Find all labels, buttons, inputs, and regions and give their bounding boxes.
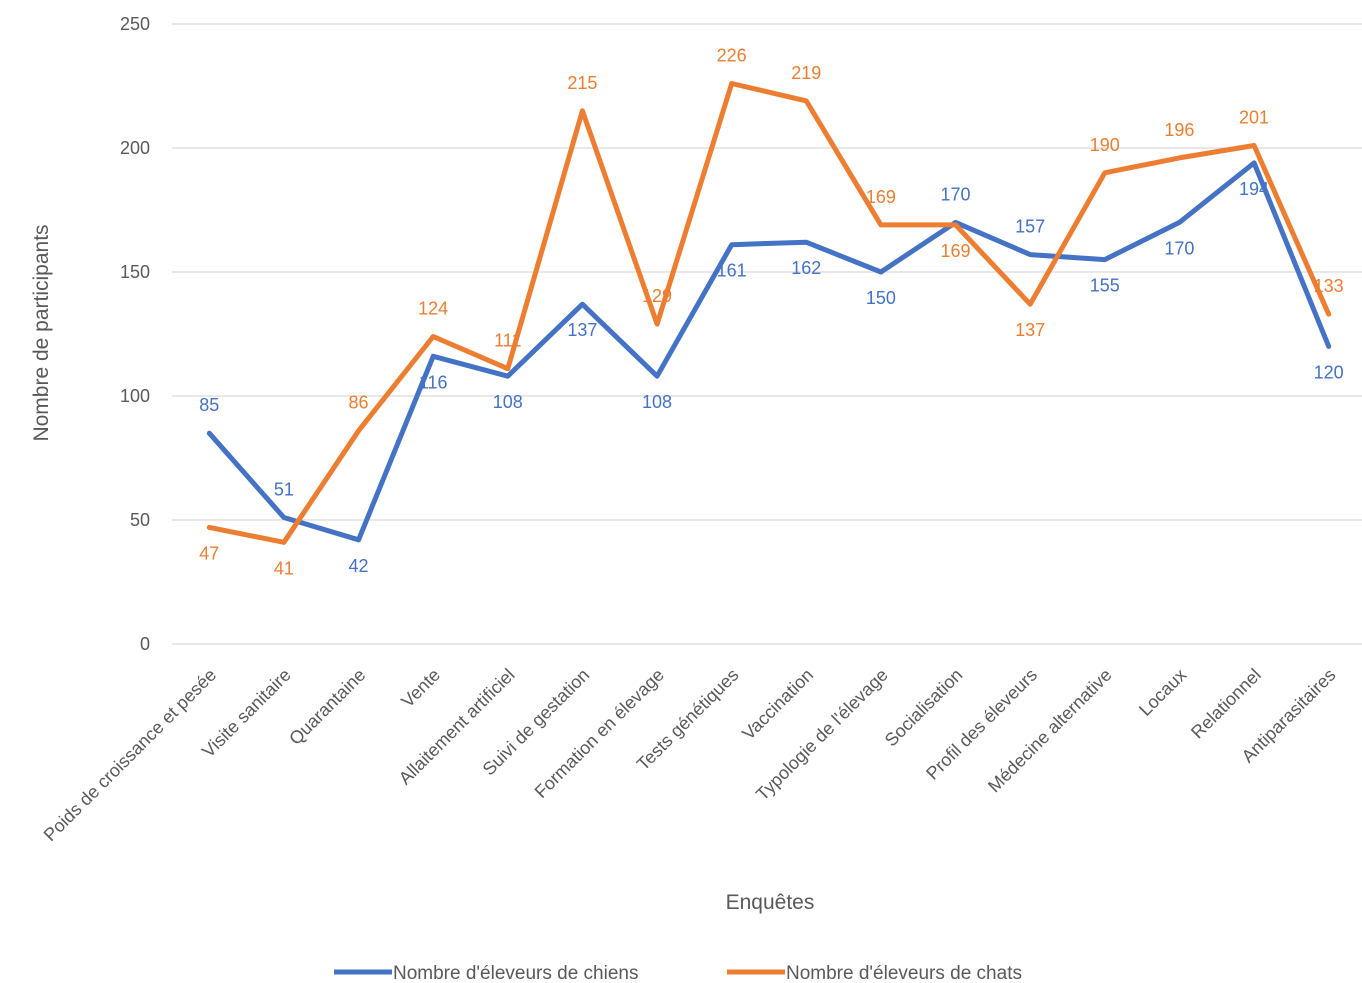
data-label: 133 [1314, 276, 1344, 296]
x-tick-label: Médecine alternative [984, 665, 1116, 797]
data-label: 170 [941, 184, 971, 204]
data-label: 124 [418, 298, 448, 318]
y-tick-label: 50 [130, 510, 150, 530]
data-label: 196 [1164, 120, 1194, 140]
y-tick-label: 100 [120, 386, 150, 406]
y-axis-ticks: 0 50 100 150 200 250 [120, 14, 150, 654]
data-labels: 85 51 42 116 108 137 108 161 162 150 170 157 155 170 1… [199, 46, 1343, 579]
data-label: 42 [349, 556, 369, 576]
data-label: 169 [941, 241, 971, 261]
y-tick-label: 250 [120, 14, 150, 34]
data-label: 215 [567, 73, 597, 93]
data-label: 86 [349, 393, 369, 413]
x-tick-label: Locaux [1135, 665, 1190, 720]
data-label: 108 [493, 392, 523, 412]
gridlines [172, 23, 1362, 645]
x-tick-label: Poids de croissance et pesée [40, 665, 220, 845]
data-label: 226 [717, 46, 747, 66]
data-label: 201 [1239, 108, 1269, 128]
legend-label-chiens: Nombre d'éleveurs de chiens [393, 963, 638, 983]
data-label: 111 [494, 331, 521, 351]
series-line-1 [206, 81, 1332, 545]
data-label: 219 [791, 63, 821, 83]
legend: Nombre d'éleveurs de chiens Nombre d'éle… [334, 963, 1022, 983]
data-label: 194 [1239, 179, 1269, 199]
data-label: 157 [1015, 217, 1045, 237]
data-label: 137 [1015, 320, 1045, 340]
y-axis-title: Nombre de participants [30, 224, 53, 441]
x-tick-label: Typologie de l'élevage [752, 665, 892, 805]
y-tick-label: 200 [120, 138, 150, 158]
x-tick-label: Vaccination [738, 665, 817, 744]
data-label: 120 [1314, 362, 1344, 382]
data-label: 85 [199, 395, 219, 415]
data-label: 169 [866, 187, 896, 207]
x-tick-label: Vente [397, 665, 444, 712]
y-tick-label: 0 [140, 634, 150, 654]
series-line-0 [206, 160, 1332, 543]
x-tick-label: Formation en élevage [531, 665, 668, 802]
data-label: 162 [791, 258, 821, 278]
y-tick-label: 150 [120, 262, 150, 282]
data-label: 155 [1090, 276, 1120, 296]
data-label: 150 [866, 288, 896, 308]
data-label: 47 [199, 543, 219, 563]
data-label: 161 [717, 261, 747, 281]
data-label: 51 [274, 480, 294, 500]
legend-label-chats: Nombre d'éleveurs de chats [786, 963, 1022, 983]
data-label: 116 [419, 372, 448, 392]
data-label: 129 [642, 286, 672, 306]
x-tick-label: Quarantaine [285, 665, 369, 749]
x-tick-label: Relationnel [1187, 665, 1265, 743]
data-label: 190 [1090, 135, 1120, 155]
data-label: 108 [642, 392, 672, 412]
data-label: 137 [567, 320, 597, 340]
data-label: 170 [1164, 238, 1194, 258]
data-label: 41 [274, 558, 294, 578]
x-axis-title: Enquêtes [726, 891, 815, 914]
series-lines [206, 81, 1332, 545]
